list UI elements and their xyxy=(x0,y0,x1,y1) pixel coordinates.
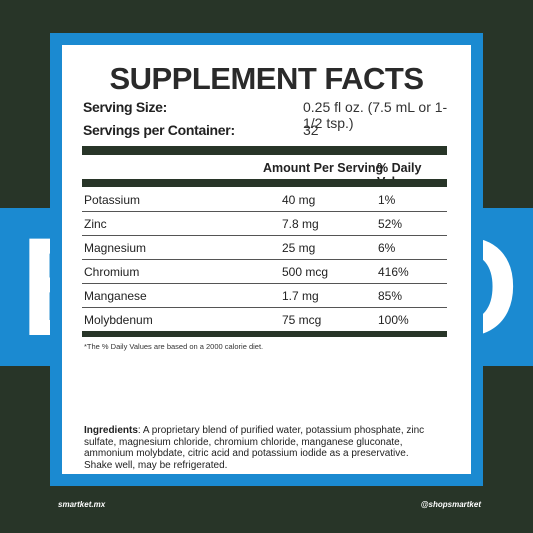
nutrient-daily-value: 85% xyxy=(378,289,403,303)
ingredients-text: : A proprietary blend of purified water,… xyxy=(84,425,425,459)
nutrient-name: Zinc xyxy=(84,217,107,231)
table-row: Magnesium 25 mg 6% xyxy=(82,235,447,260)
table-row: Molybdenum 75 mcg 100% xyxy=(82,307,447,331)
ingredients-label: Ingredients xyxy=(84,425,138,436)
nutrient-amount: 25 mg xyxy=(282,241,316,255)
serving-size-row: Serving Size: 0.25 fl oz. (7.5 mL or 1-1… xyxy=(83,99,453,131)
servings-value: 32 xyxy=(303,122,319,138)
amount-header: Amount Per Serving xyxy=(263,161,384,175)
nutrient-daily-value: 416% xyxy=(378,265,409,279)
column-header-row: Amount Per Serving % Daily Value xyxy=(82,157,447,189)
storage-instructions: Shake well, may be refrigerated. xyxy=(84,459,228,471)
nutrient-daily-value: 52% xyxy=(378,217,403,231)
nutrient-name: Manganese xyxy=(84,289,147,303)
supplement-facts-panel: SUPPLEMENT FACTS Serving Size: 0.25 fl o… xyxy=(62,45,471,474)
nutrient-amount: 500 mcg xyxy=(282,265,329,279)
nutrient-daily-value: 100% xyxy=(378,313,409,327)
website-label: smartket.mx xyxy=(58,500,106,509)
serving-size-value: 0.25 fl oz. (7.5 mL or 1-1/2 tsp.) xyxy=(303,99,448,131)
table-row: Manganese 1.7 mg 85% xyxy=(82,283,447,308)
servings-label: Servings per Container: xyxy=(83,122,235,138)
nutrient-daily-value: 1% xyxy=(378,193,396,207)
nutrient-amount: 40 mg xyxy=(282,193,316,207)
servings-per-container-row: Servings per Container: 32 xyxy=(83,122,453,138)
nutrient-amount: 75 mcg xyxy=(282,313,322,327)
nutrient-amount: 1.7 mg xyxy=(282,289,319,303)
nutrient-daily-value: 6% xyxy=(378,241,396,255)
ingredients-block: Ingredients: A proprietary blend of puri… xyxy=(84,425,454,471)
thick-divider-top xyxy=(82,146,447,155)
social-handle-label: @shopsmartket xyxy=(420,500,481,509)
nutrient-name: Molybdenum xyxy=(84,313,153,327)
panel-title: SUPPLEMENT FACTS xyxy=(109,61,424,96)
serving-size-label: Serving Size: xyxy=(83,99,168,115)
nutrient-name: Chromium xyxy=(84,265,140,279)
nutrient-amount: 7.8 mg xyxy=(282,217,319,231)
table-row: Chromium 500 mcg 416% xyxy=(82,259,447,284)
table-row: Potassium 40 mg 1% xyxy=(82,187,447,212)
table-row: Zinc 7.8 mg 52% xyxy=(82,211,447,236)
daily-value-footnote: *The % Daily Values are based on a 2000 … xyxy=(84,342,264,351)
thick-divider-bottom xyxy=(82,331,447,337)
nutrient-name: Magnesium xyxy=(84,241,147,255)
thick-divider-header xyxy=(82,179,447,187)
nutrient-name: Potassium xyxy=(84,193,141,207)
